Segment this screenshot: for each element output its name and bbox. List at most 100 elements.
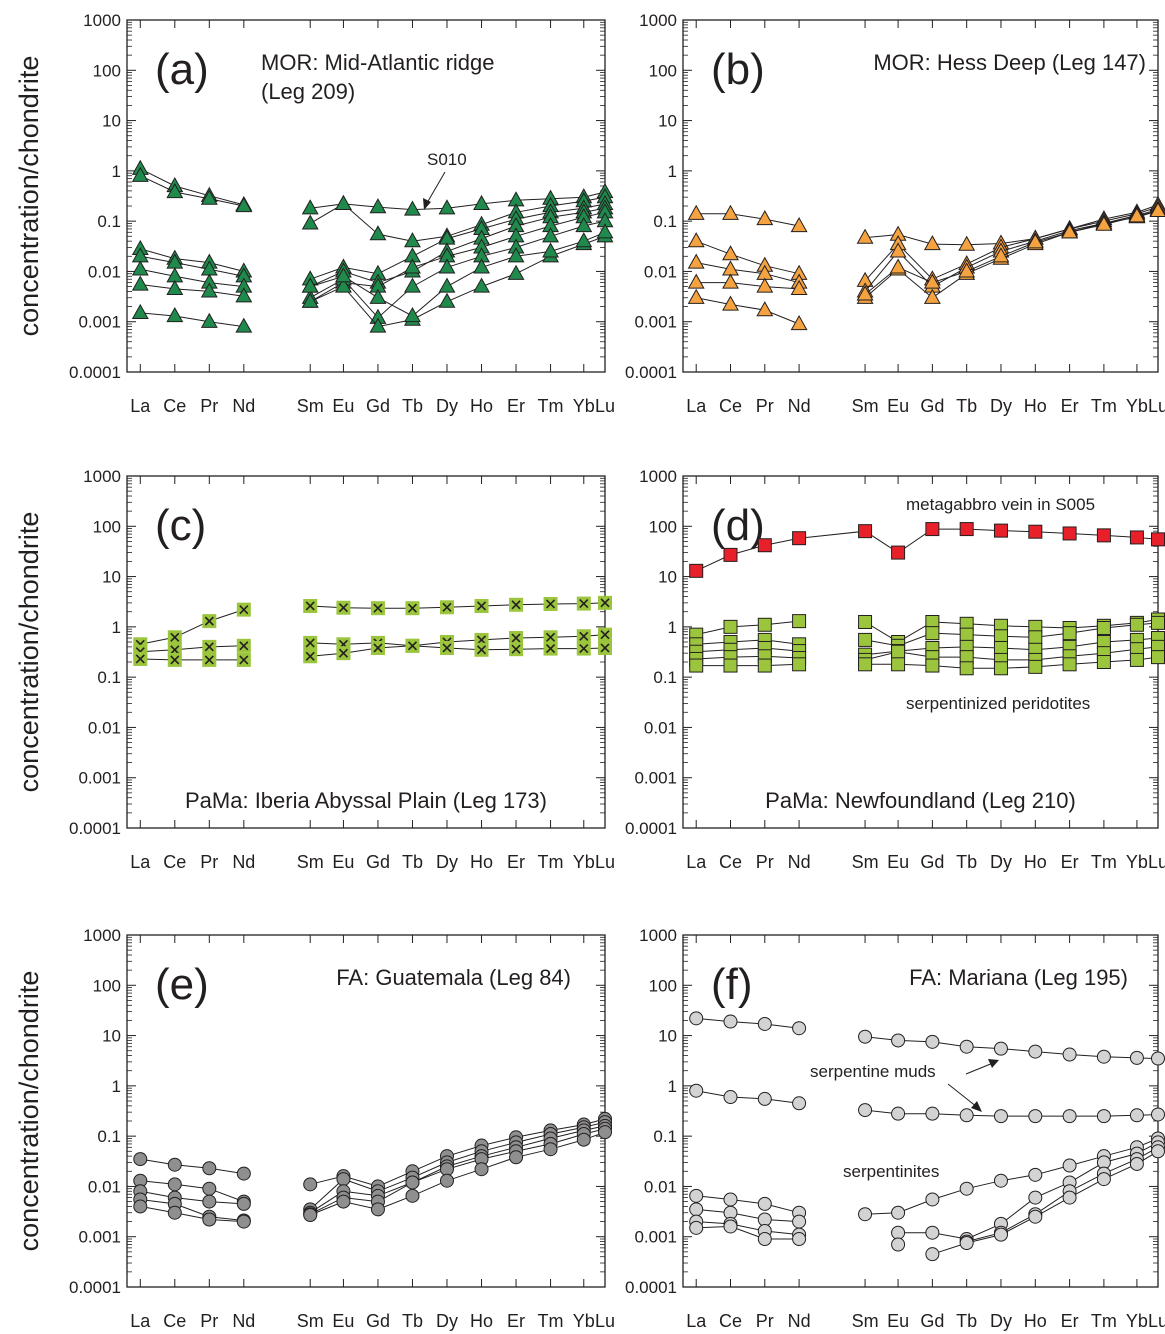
data-point-eu (336, 1194, 351, 1209)
x-tick-label-la: La (130, 1311, 151, 1331)
series-line (310, 231, 606, 317)
x-tick-label-tb: Tb (956, 852, 977, 872)
series-line (898, 1141, 1159, 1240)
data-point-nd (790, 216, 808, 233)
data-point-ce (167, 630, 182, 645)
data-point-ce (722, 295, 739, 311)
x-tick-label-lu: Lu (595, 396, 615, 416)
data-point-ho (474, 1162, 489, 1177)
series-line (696, 213, 800, 227)
data-point-nd (236, 1166, 251, 1181)
data-point-la (689, 1083, 704, 1098)
data-point-eu (891, 657, 906, 672)
panel-title: PaMa: Newfoundland (Leg 210) (765, 788, 1076, 813)
series-line (865, 656, 1159, 669)
data-point-yb (1129, 530, 1144, 545)
y-tick-label: 0.0001 (625, 819, 677, 838)
data-point-eu (334, 267, 352, 283)
data-point-tm (542, 227, 560, 243)
x-tick-label-nd: Nd (788, 1311, 811, 1331)
y-tick-label: 0.1 (653, 212, 677, 231)
panel-letter: (b) (711, 45, 765, 94)
series-line (140, 1180, 244, 1203)
x-tick-label-ce: Ce (163, 852, 186, 872)
x-tick-label-ho: Ho (470, 1311, 493, 1331)
data-point-pr (200, 189, 218, 205)
y-tick-label: 10 (658, 112, 677, 131)
series-line (140, 1190, 244, 1205)
data-point-eu (891, 1225, 906, 1240)
data-point-dy (438, 292, 456, 308)
data-point-er (1062, 1190, 1077, 1205)
data-point-dy (439, 600, 454, 615)
x-tick-label-ce: Ce (163, 396, 186, 416)
series-line (140, 284, 244, 297)
data-point-nd (236, 1214, 251, 1229)
data-point-ho (1028, 1109, 1043, 1124)
data-point-lu (1151, 650, 1165, 665)
series-line (865, 1036, 1159, 1059)
series-line (865, 1109, 1159, 1117)
x-tick-label-yb: Yb (1126, 396, 1148, 416)
series-group (133, 595, 612, 667)
annotation-serpentinites: serpentinites (843, 1162, 939, 1181)
x-tick-label-ho: Ho (1024, 1311, 1047, 1331)
data-point-ce (722, 245, 739, 261)
x-tick-label-tm: Tm (1091, 396, 1117, 416)
annotation-arrow (965, 1062, 994, 1075)
y-axis-label: concentration/chondrite (14, 512, 44, 793)
data-point-sm (858, 1207, 873, 1222)
x-tick-label-gd: Gd (366, 396, 390, 416)
x-tick-label-dy: Dy (990, 1311, 1012, 1331)
data-point-pr (202, 1161, 217, 1176)
data-point-ho (1026, 233, 1044, 249)
data-point-la (687, 273, 705, 289)
data-point-gd (925, 1106, 940, 1121)
series-line (696, 262, 800, 284)
data-point-ce (723, 1219, 738, 1234)
data-point-dy (993, 1227, 1008, 1242)
data-point-tm (543, 596, 558, 611)
data-point-gd (925, 1034, 940, 1049)
data-point-tm (543, 1142, 558, 1157)
data-point-pr (757, 658, 772, 673)
y-tick-label: 1 (112, 618, 121, 637)
y-tick-label: 10 (102, 568, 121, 587)
data-point-er (507, 264, 525, 280)
y-tick-label: 1000 (639, 11, 677, 30)
data-point-ce (167, 1177, 182, 1192)
y-tick-label: 0.1 (97, 668, 121, 687)
y-tick-label: 0.001 (78, 313, 121, 332)
y-tick-label: 0.001 (78, 1228, 121, 1247)
x-tick-label-yb: Yb (573, 1311, 595, 1331)
series-line (310, 634, 606, 647)
series-line (140, 609, 244, 645)
data-point-ce (723, 619, 738, 634)
series-group (687, 195, 1165, 331)
series-line (140, 175, 244, 207)
data-point-sm (303, 649, 318, 664)
x-tick-label-eu: Eu (887, 1311, 909, 1331)
data-point-ho (1028, 524, 1043, 539)
data-point-pr (757, 1196, 772, 1211)
data-point-gd (369, 317, 387, 333)
data-point-pr (202, 639, 217, 654)
data-point-la (131, 166, 149, 182)
y-tick-label: 0.001 (78, 769, 121, 788)
data-point-tm (1096, 1049, 1111, 1064)
x-tick-label-pr: Pr (200, 852, 218, 872)
data-point-ho (473, 277, 490, 293)
x-tick-label-tb: Tb (402, 1311, 423, 1331)
x-tick-label-eu: Eu (887, 852, 909, 872)
data-point-ce (723, 1090, 738, 1105)
x-tick-label-ho: Ho (1024, 852, 1047, 872)
x-tick-label-sm: Sm (297, 396, 324, 416)
data-point-sm (303, 1177, 318, 1192)
annotation-metagabbro: metagabbro vein in S005 (906, 495, 1095, 514)
x-tick-label-tb: Tb (402, 852, 423, 872)
y-tick-label: 1 (112, 1077, 121, 1096)
y-tick-label: 1 (668, 162, 677, 181)
y-tick-label: 1 (668, 618, 677, 637)
series-line (696, 240, 800, 275)
data-point-tb (959, 661, 974, 676)
